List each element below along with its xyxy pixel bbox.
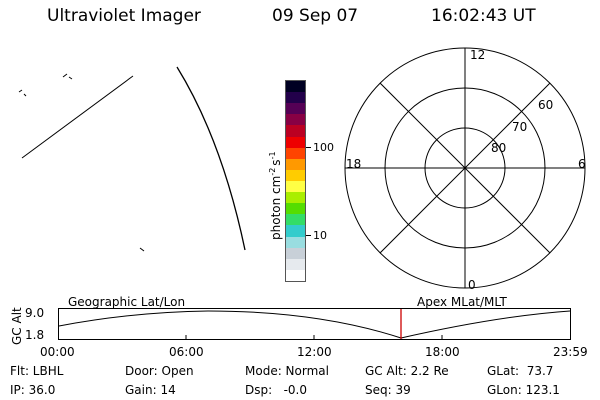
mlt-line-diagonal <box>379 82 551 254</box>
color-scale-swatch <box>286 192 305 204</box>
timeline-frame <box>58 308 571 340</box>
coastline-fragment <box>139 247 145 252</box>
time-label: 16:02:43 UT <box>431 6 536 26</box>
color-scale-label: photon cm-2s-1 <box>268 151 283 240</box>
status-dsp: Dsp: -0.0 <box>245 383 308 397</box>
color-scale-swatch <box>286 203 305 215</box>
color-scale-swatch <box>286 125 305 137</box>
status-gc-alt: GC Alt: 2.2 Re <box>365 364 449 378</box>
lat-label-70: 70 <box>512 120 528 134</box>
mlt-label-6: 6 <box>578 157 586 171</box>
lat-label-80: 80 <box>491 141 507 155</box>
timeline-y-label: GC Alt <box>10 307 24 345</box>
status-gain: Gain: 14 <box>125 383 176 397</box>
status-seq: Seq: 39 <box>365 383 411 397</box>
color-scale-swatch <box>286 169 305 182</box>
timeline-y-tick: 9.0 <box>25 306 45 320</box>
coastline-segment <box>21 75 134 159</box>
status-door: Door: Open <box>125 364 194 378</box>
timeline-x-tick-label: 18:00 <box>425 345 460 359</box>
color-scale-tick-label: 100 <box>313 141 334 154</box>
color-scale-swatch <box>286 158 305 170</box>
color-scale-swatch <box>286 81 305 93</box>
color-scale-tick-label: 10 <box>313 229 327 242</box>
timeline-x-tick-label: 00:00 <box>40 345 75 359</box>
color-scale-swatch <box>286 236 305 248</box>
timeline-right-title: Apex MLat/MLT <box>417 295 507 309</box>
date-label: 09 Sep 07 <box>272 6 359 26</box>
status-glon: GLon: 123.1 <box>487 383 560 397</box>
timeline-x-tick-label: 12:00 <box>297 345 332 359</box>
timeline-x-tick-label: 06:00 <box>169 345 204 359</box>
mlt-label-12: 12 <box>470 48 486 62</box>
mlt-label-0: 0 <box>468 278 476 292</box>
coastline-curve <box>176 66 246 251</box>
polar-mlt-grid <box>344 47 586 289</box>
status-ip: IP: 36.0 <box>10 383 56 397</box>
color-scale-swatch <box>286 214 305 226</box>
status-mode: Mode: Normal <box>245 364 329 378</box>
color-scale-swatch <box>286 225 305 237</box>
status-glat: GLat: 73.7 <box>487 364 554 378</box>
color-scale-swatch <box>286 136 305 148</box>
altitude-curve <box>58 310 571 339</box>
geographic-image-panel <box>18 66 246 252</box>
orbit-timeline-plot <box>58 308 571 340</box>
coastline-fragment <box>18 89 27 97</box>
color-scale-swatch <box>286 258 305 270</box>
color-scale-swatch <box>286 103 305 115</box>
timeline-left-title: Geographic Lat/Lon <box>68 295 186 309</box>
color-scale-bar <box>285 80 306 282</box>
mlt-label-18: 18 <box>346 157 362 171</box>
timeline-y-tick: 1.8 <box>25 328 45 342</box>
color-scale-swatch <box>286 114 305 126</box>
timeline-x-tick-label: 23:59 <box>553 345 588 359</box>
color-scale-tick <box>306 147 311 148</box>
color-scale-swatch <box>286 247 305 259</box>
app-title: Ultraviolet Imager <box>47 6 201 26</box>
color-scale-swatch <box>286 92 305 104</box>
lat-label-60: 60 <box>538 98 554 112</box>
status-filter: Flt: LBHL <box>10 364 64 378</box>
color-scale-tick <box>306 235 311 236</box>
coastline-fragment <box>62 73 73 80</box>
color-scale-swatch <box>286 147 305 159</box>
color-scale-swatch <box>286 181 305 193</box>
color-scale-swatch <box>286 269 305 281</box>
